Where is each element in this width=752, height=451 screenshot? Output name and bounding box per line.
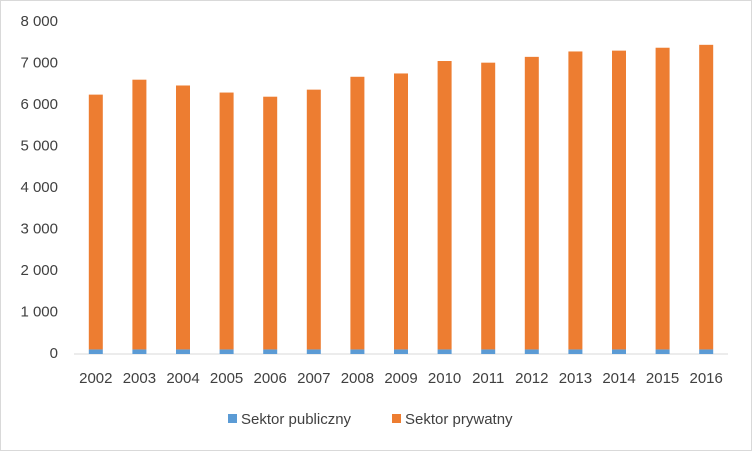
- bar-segment: [481, 349, 496, 354]
- x-tick-label: 2016: [690, 370, 723, 387]
- bar-segment: [437, 349, 452, 354]
- y-tick-label: 2 000: [20, 262, 58, 279]
- bar-segment: [394, 349, 408, 354]
- legend-swatch: [228, 414, 237, 423]
- y-tick-label: 8 000: [20, 13, 58, 30]
- x-tick-label: 2010: [428, 370, 461, 387]
- y-tick-label: 4 000: [20, 179, 58, 196]
- y-tick-label: 7 000: [20, 54, 58, 71]
- bar-segment: [524, 349, 539, 354]
- bar-segment: [263, 96, 278, 350]
- bar-segment: [655, 47, 670, 350]
- legend-label: Sektor prywatny: [405, 411, 513, 428]
- bar-segment: [481, 62, 496, 350]
- bar-segment: [524, 56, 539, 350]
- y-tick-label: 0: [50, 345, 58, 362]
- legend-label: Sektor publiczny: [241, 411, 352, 428]
- bar-segment: [699, 349, 714, 354]
- x-tick-label: 2011: [472, 370, 504, 387]
- bar-segment: [306, 349, 321, 354]
- x-tick-label: 2002: [79, 370, 112, 387]
- bar-segment: [306, 89, 321, 350]
- bar-segment: [176, 85, 190, 350]
- bar-segment: [612, 349, 626, 354]
- bar-segment: [219, 92, 234, 350]
- x-tick-label: 2006: [254, 370, 287, 387]
- bar-segment: [612, 50, 626, 350]
- x-tick-label: 2004: [166, 370, 199, 387]
- bar-segment: [88, 349, 103, 354]
- y-tick-label: 1 000: [20, 303, 58, 320]
- bar-segment: [88, 94, 103, 350]
- bar-segment: [263, 349, 278, 354]
- legend-swatch: [392, 414, 401, 423]
- bar-segment: [568, 51, 583, 350]
- bar-segment: [394, 73, 408, 350]
- x-tick-label: 2014: [602, 370, 635, 387]
- x-tick-label: 2012: [515, 370, 548, 387]
- y-tick-label: 3 000: [20, 220, 58, 237]
- bar-segment: [699, 44, 714, 350]
- y-tick-label: 5 000: [20, 137, 58, 154]
- bar-segment: [132, 349, 147, 354]
- x-tick-label: 2013: [559, 370, 592, 387]
- bar-segment: [655, 349, 670, 354]
- bar-segment: [350, 349, 365, 354]
- x-tick-label: 2015: [646, 370, 679, 387]
- x-tick-label: 2005: [210, 370, 243, 387]
- y-tick-label: 6 000: [20, 96, 58, 113]
- bar-segment: [176, 349, 190, 354]
- bar-segment: [437, 61, 452, 350]
- x-tick-label: 2003: [123, 370, 156, 387]
- bar-segment: [568, 349, 583, 354]
- x-tick-label: 2008: [341, 370, 374, 387]
- bar-segment: [219, 349, 234, 354]
- bar-segment: [132, 79, 147, 350]
- x-tick-label: 2009: [384, 370, 417, 387]
- x-tick-label: 2007: [297, 370, 330, 387]
- bar-segment: [350, 76, 365, 350]
